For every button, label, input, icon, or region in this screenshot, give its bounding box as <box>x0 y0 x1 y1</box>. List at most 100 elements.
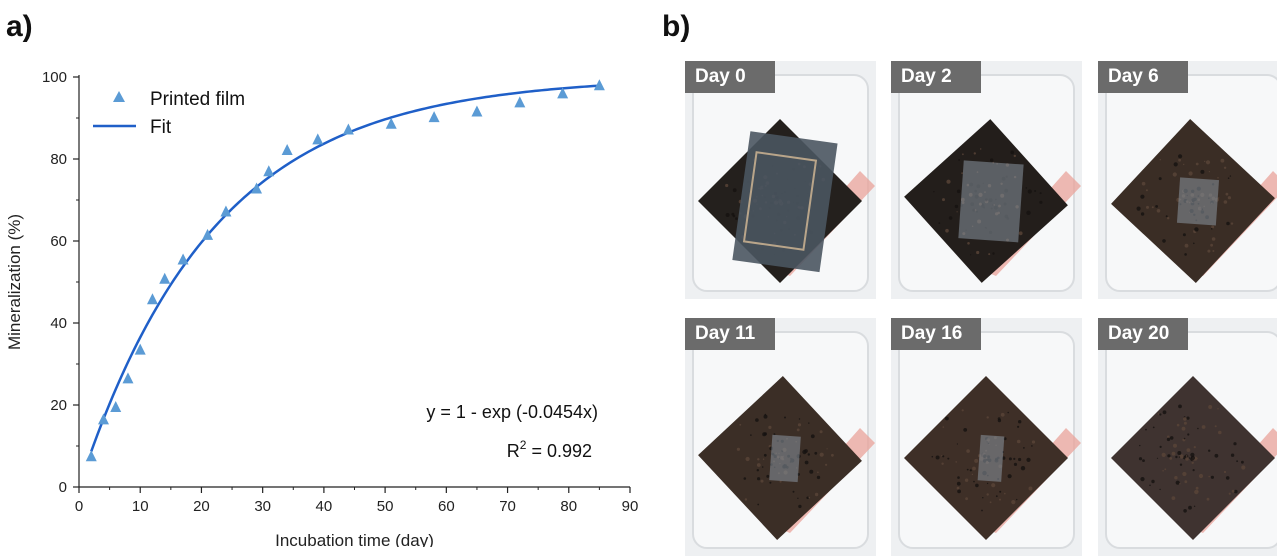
soil-grain <box>1236 460 1238 463</box>
x-tick-label: 70 <box>499 498 516 515</box>
soil-grain <box>798 504 802 509</box>
soil-grain <box>1212 250 1215 252</box>
soil-grain <box>1214 425 1217 428</box>
soil-grain <box>1211 228 1213 230</box>
soil-grain <box>745 456 750 462</box>
soil-grain <box>1157 413 1160 415</box>
soil-grain <box>1184 480 1188 484</box>
soil-grain <box>986 416 989 419</box>
soil-grain <box>974 458 979 463</box>
soil-grain <box>1229 175 1232 177</box>
soil-grain <box>763 414 768 419</box>
soil-grain <box>1230 222 1234 225</box>
r2-superscript: 2 <box>520 438 527 452</box>
soil-grain <box>954 204 959 209</box>
soil-grain <box>1197 427 1199 430</box>
soil-grain <box>1194 227 1199 232</box>
fit-layer <box>90 84 600 452</box>
data-point <box>593 79 605 91</box>
soil-grain <box>1145 428 1147 431</box>
soil-grain <box>766 474 770 478</box>
soil-grain <box>1149 484 1151 487</box>
x-tick-label: 60 <box>438 498 455 515</box>
soil-grain <box>1162 239 1166 243</box>
soil-grain <box>1165 215 1168 218</box>
soil-grain <box>995 495 998 498</box>
soil-grain <box>809 469 814 474</box>
soil-grain <box>961 409 964 412</box>
soil-grain <box>1142 459 1145 462</box>
photo-drawing <box>685 61 876 299</box>
soil-grain <box>1183 437 1186 440</box>
soil-grain <box>1230 453 1235 457</box>
soil-grain <box>972 466 976 471</box>
film-remnant <box>1176 177 1220 226</box>
y-tick-label: 20 <box>50 397 67 414</box>
x-tick-label: 50 <box>377 498 394 515</box>
soil-grain <box>965 497 968 501</box>
soil-grain <box>1200 169 1205 174</box>
soil-grain <box>1026 457 1031 462</box>
soil-grain <box>970 254 972 256</box>
data-point <box>122 372 134 384</box>
soil-grain <box>814 492 819 497</box>
soil-grain <box>762 458 765 460</box>
soil-grain <box>1188 505 1192 510</box>
soil-grain <box>992 252 995 255</box>
soil-grain <box>1217 177 1219 179</box>
soil-grain <box>1231 489 1235 493</box>
fit-line <box>90 84 600 452</box>
soil-grain <box>1225 192 1229 196</box>
soil-grain <box>1205 160 1211 165</box>
soil-grain <box>941 462 944 465</box>
soil-grain <box>956 443 958 445</box>
soil-grain <box>1159 488 1161 491</box>
x-tick-label: 10 <box>132 498 149 515</box>
soil-grain <box>947 457 950 460</box>
soil-grain <box>1195 162 1199 166</box>
soil-grain <box>757 477 761 481</box>
soil-grain <box>946 179 951 184</box>
soil-grain <box>1179 483 1181 485</box>
soil-grain <box>1140 477 1145 482</box>
soil-grain <box>736 447 740 451</box>
soil-grain <box>1190 455 1195 461</box>
soil-grain <box>1017 425 1020 428</box>
data-point <box>342 123 354 135</box>
mineralization-chart: 0 10 20 30 40 50 60 70 80 90 0 20 40 60 80 100 Printed … <box>5 69 638 547</box>
soil-grain <box>1018 420 1022 424</box>
soil-grain <box>1178 456 1181 458</box>
film-remnant <box>977 434 1005 482</box>
soil-grain <box>1220 158 1225 163</box>
soil-grain <box>807 453 810 456</box>
soil-grain <box>1208 449 1211 452</box>
photo-day-20: Day 20 <box>1098 318 1277 556</box>
soil-grain <box>804 460 809 465</box>
soil-grain <box>810 434 815 439</box>
soil-grain <box>1164 468 1167 471</box>
soil-grain <box>1228 492 1231 495</box>
soil-grain <box>1156 209 1161 213</box>
soil-grain <box>763 432 767 436</box>
soil-grain <box>808 422 810 424</box>
soil-grain <box>976 250 980 255</box>
soil-grain <box>1136 206 1141 211</box>
soil-grain <box>1031 445 1033 447</box>
x-tick-label: 20 <box>193 498 210 515</box>
soil-grain <box>831 453 834 457</box>
data-point <box>263 165 275 177</box>
soil-grain <box>1000 412 1005 417</box>
soil-grain <box>1175 455 1178 459</box>
soil-grain <box>808 496 811 499</box>
soil-grain <box>967 242 970 245</box>
soil-grain <box>963 428 968 432</box>
photo-label: Day 6 <box>1098 61 1188 93</box>
soil-grain <box>1182 233 1186 237</box>
soil-grain <box>1016 439 1021 444</box>
soil-grain <box>1159 159 1161 161</box>
soil-grain <box>1167 454 1171 458</box>
soil-grain <box>986 482 989 485</box>
soil-grain <box>1175 480 1180 485</box>
soil-grain <box>1155 205 1158 208</box>
data-point <box>159 272 171 284</box>
